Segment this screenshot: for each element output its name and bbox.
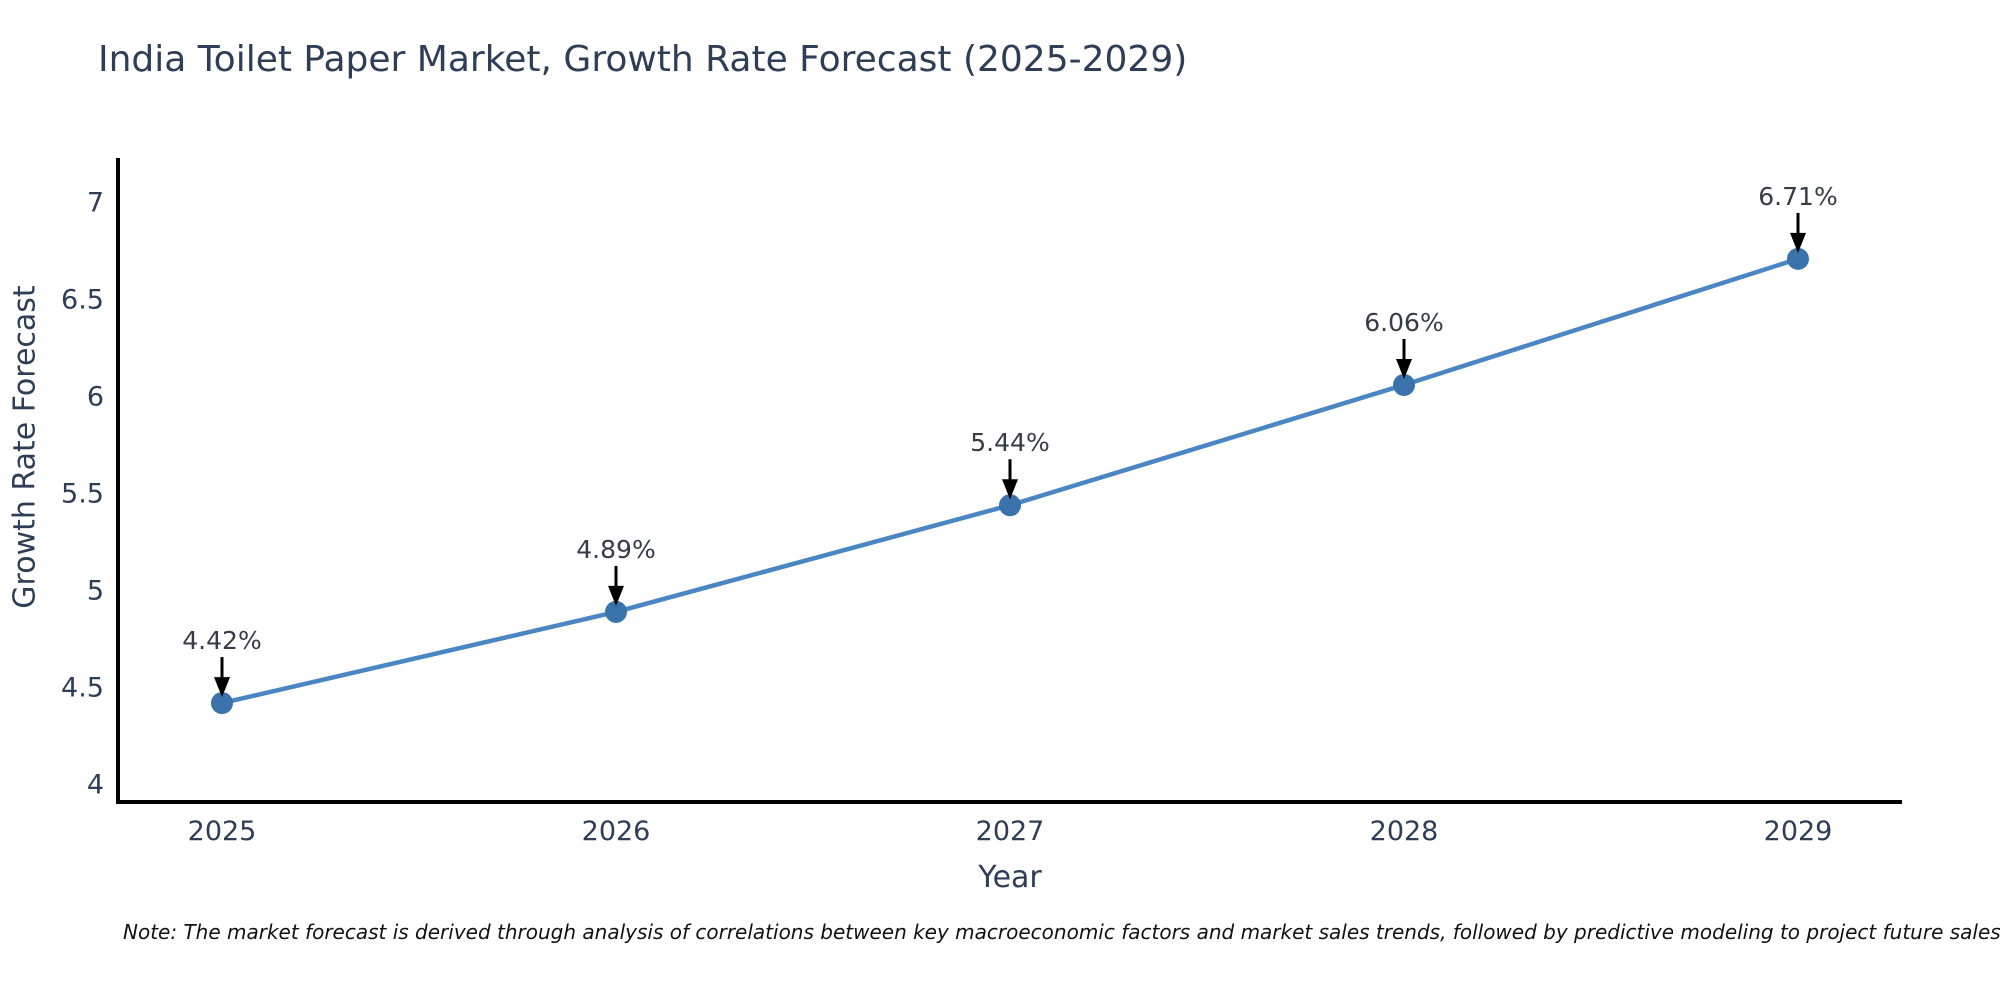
y-tick-label: 5.5 [61,479,104,510]
y-tick-label: 4 [87,770,104,801]
x-tick-label: 2027 [976,816,1045,847]
data-point-marker [1787,247,1809,270]
data-point-marker [1393,373,1415,396]
annotation-arrow-head [214,677,230,698]
y-tick-label: 4.5 [61,673,104,704]
annotation-label: 5.44% [970,428,1049,457]
y-tick-label: 5 [87,576,104,607]
y-tick-label: 6.5 [61,285,104,316]
y-tick-label: 6 [87,382,104,413]
annotation-label: 6.71% [1758,182,1837,211]
annotation-label: 4.89% [576,535,655,564]
annotation-arrow-head [1790,232,1806,253]
chart-title: India Toilet Paper Market, Growth Rate F… [98,39,1188,80]
y-tick-label: 7 [87,188,104,219]
x-tick-label: 2026 [582,816,651,847]
footnote: Note: The market forecast is derived thr… [123,920,2000,944]
annotation-label: 4.42% [182,626,261,655]
annotation-arrow-head [1396,358,1412,379]
x-tick-label: 2029 [1764,816,1833,847]
data-point-marker [999,494,1021,517]
x-tick-label: 2028 [1370,816,1439,847]
data-point-marker [605,600,627,623]
annotation-arrow-head [1002,479,1018,500]
x-tick-label: 2025 [188,816,257,847]
data-point-marker [211,692,233,715]
annotation-arrow-head [608,585,624,606]
annotation-label: 6.06% [1364,308,1443,337]
x-axis-label: Year [978,860,1042,895]
